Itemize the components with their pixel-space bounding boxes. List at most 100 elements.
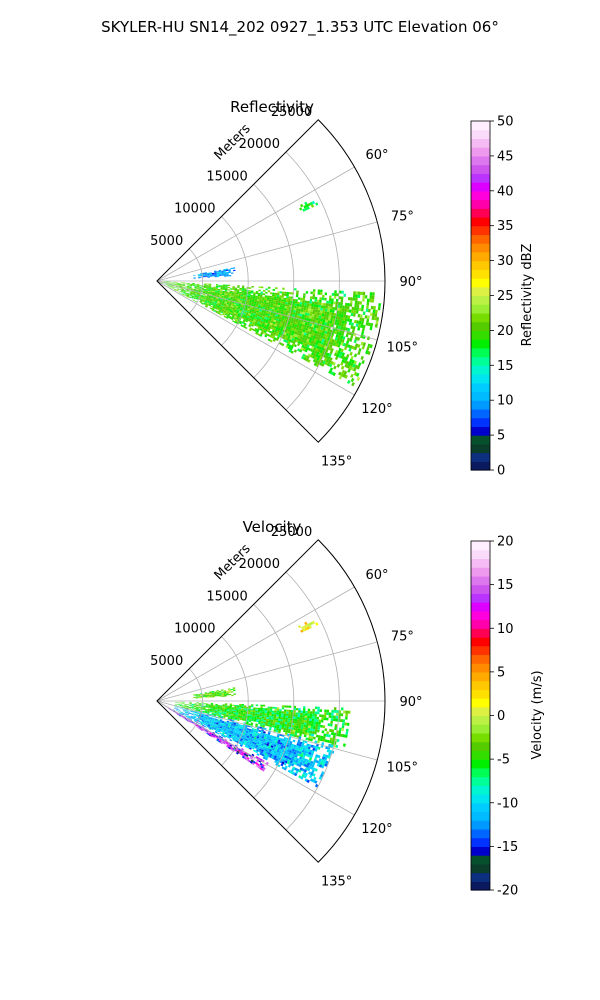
echo-bin: [233, 689, 236, 692]
echo-bin: [334, 724, 338, 728]
echo-bin: [344, 343, 349, 348]
colorbar-segment: [471, 820, 490, 830]
echo-bin: [304, 729, 308, 733]
echo-bin: [296, 306, 300, 309]
echo-bin: [303, 332, 307, 336]
echo-bin: [231, 709, 234, 711]
echo-bin: [222, 290, 225, 293]
echo-bin: [177, 704, 180, 706]
echo-bin: [202, 292, 206, 294]
echo-bin: [288, 317, 292, 321]
echo-bin: [305, 341, 309, 345]
echo-bin: [236, 705, 240, 707]
echo-bin: [232, 314, 235, 317]
echo-bin: [248, 293, 251, 295]
echo-bin: [205, 292, 208, 294]
echo-bin: [263, 303, 266, 306]
echo-bin: [243, 753, 247, 756]
echo-bin: [285, 719, 288, 723]
echo-bin: [301, 316, 305, 320]
echo-bin: [361, 317, 365, 322]
echo-bin: [298, 338, 302, 342]
echo-bin: [187, 283, 190, 285]
echo-bin: [189, 703, 192, 705]
echo-bin: [233, 735, 237, 738]
echo-bin: [245, 737, 249, 740]
echo-bin: [271, 309, 275, 312]
echo-bin: [231, 728, 235, 731]
echo-bin: [216, 294, 220, 297]
echo-bin: [297, 760, 301, 765]
echo-bin: [357, 362, 362, 367]
echo-bin: [274, 294, 277, 297]
echo-bin: [317, 348, 321, 353]
echo-bin: [231, 302, 235, 304]
echo-bin: [173, 284, 176, 285]
echo-bin: [291, 307, 295, 310]
echo-bin: [322, 762, 326, 766]
echo-bin: [352, 297, 356, 301]
echo-bin: [224, 706, 228, 708]
echo-bin: [192, 717, 196, 719]
echo-bin: [305, 346, 309, 350]
echo-bin: [294, 762, 298, 766]
echo-bin: [233, 293, 237, 296]
echo-bin: [265, 720, 269, 723]
echo-bin: [276, 749, 280, 753]
echo-bin: [357, 294, 361, 298]
echo-bin: [223, 722, 227, 725]
echo-bin: [222, 299, 226, 302]
echo-bin: [175, 282, 179, 284]
echo-bin: [206, 286, 209, 288]
echo-bin: [269, 748, 272, 752]
echo-bin: [193, 705, 197, 707]
echo-bin: [366, 318, 370, 323]
echo-bin: [310, 766, 314, 770]
echo-bin: [177, 287, 180, 288]
echo-bin: [208, 287, 211, 289]
echo-bin: [235, 318, 239, 321]
echo-bin: [263, 300, 267, 303]
echo-bin: [358, 348, 362, 352]
echo-bin: [205, 723, 208, 726]
echo-bin: [176, 288, 179, 290]
echo-bin: [295, 714, 298, 717]
echo-bin: [214, 713, 217, 715]
echo-bin: [218, 270, 222, 273]
echo-bin: [344, 734, 348, 738]
echo-bin: [253, 304, 256, 307]
echo-bin: [262, 732, 266, 736]
echo-bin: [318, 722, 321, 725]
echo-bin: [229, 739, 233, 742]
echo-bin: [245, 320, 248, 323]
echo-bin: [314, 748, 318, 752]
echo-bin: [249, 733, 253, 737]
echo-bin: [278, 714, 282, 718]
echo-bin: [334, 330, 338, 335]
echo-bin: [270, 305, 273, 308]
echo-bin: [312, 309, 316, 312]
echo-bin: [264, 716, 267, 719]
echo-bin: [273, 298, 277, 301]
echo-bin: [265, 302, 269, 305]
echo-bin: [204, 273, 208, 275]
echo-bin: [324, 330, 328, 335]
echo-bin: [215, 704, 218, 705]
echo-bin: [291, 761, 296, 765]
echo-bin: [229, 309, 233, 311]
echo-bin: [242, 739, 246, 742]
echo-bin: [181, 713, 184, 716]
echo-bin: [289, 337, 293, 340]
echo-bin: [202, 724, 205, 727]
echo-bin: [283, 297, 287, 300]
echo-bin: [325, 754, 329, 758]
echo-bin: [207, 693, 210, 695]
echo-bin: [258, 750, 261, 753]
echo-bin: [234, 740, 237, 743]
echo-bin: [176, 708, 179, 710]
echo-bin: [248, 708, 251, 711]
echo-bin: [186, 287, 190, 289]
echo-bin: [206, 721, 210, 723]
echo-bin: [187, 293, 190, 296]
echo-bin: [253, 323, 257, 327]
